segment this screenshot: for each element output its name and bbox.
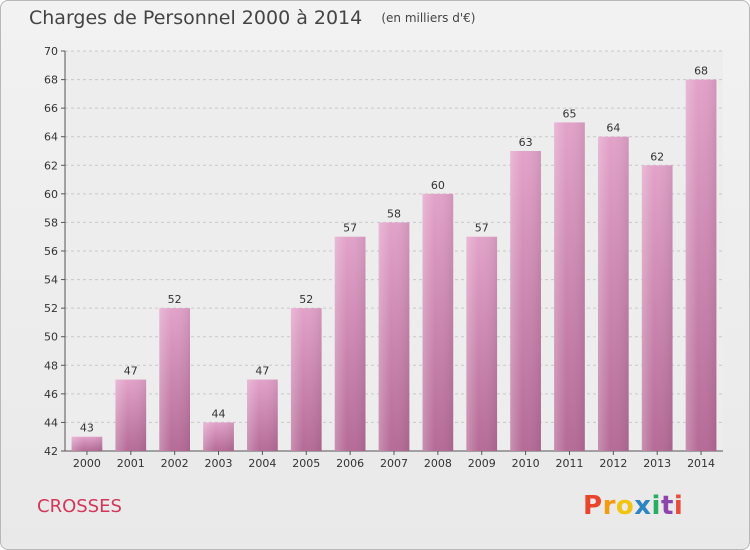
bar-shading xyxy=(685,79,717,452)
x-tick-label: 2014 xyxy=(687,457,715,470)
proxiti-logo: Proxiti xyxy=(583,491,683,521)
y-tick-label: 48 xyxy=(44,359,58,372)
bar-shading xyxy=(203,422,234,451)
data-label: 52 xyxy=(299,293,313,306)
x-tick-label: 2007 xyxy=(380,457,408,470)
y-tick-label: 62 xyxy=(44,159,58,172)
y-tick-label: 64 xyxy=(44,131,58,144)
data-label: 64 xyxy=(606,122,620,135)
logo-letter: i xyxy=(673,491,684,521)
data-label: 65 xyxy=(562,107,576,120)
y-tick-label: 42 xyxy=(44,445,58,458)
y-tick-label: 68 xyxy=(44,74,58,87)
data-label: 62 xyxy=(650,150,664,163)
y-tick-label: 54 xyxy=(44,274,58,287)
logo-letter: i xyxy=(651,491,661,521)
data-label: 60 xyxy=(431,179,445,192)
x-tick-label: 2000 xyxy=(73,457,101,470)
x-tick-label: 2003 xyxy=(205,457,233,470)
data-label: 58 xyxy=(387,207,401,220)
bar-shading xyxy=(641,165,673,452)
bar-shading xyxy=(597,136,629,451)
data-label: 43 xyxy=(80,422,94,435)
x-tick-label: 2010 xyxy=(512,457,540,470)
x-tick-label: 2005 xyxy=(292,457,320,470)
bar-shading xyxy=(290,308,322,451)
x-tick-label: 2002 xyxy=(161,457,189,470)
bar-shading xyxy=(466,236,498,451)
logo-letter: x xyxy=(634,491,652,521)
bar-shading xyxy=(334,236,366,451)
x-tick-label: 2012 xyxy=(599,457,627,470)
y-tick-label: 52 xyxy=(44,302,58,315)
logo-letter: r xyxy=(602,491,616,521)
x-tick-label: 2009 xyxy=(468,457,496,470)
data-label: 47 xyxy=(124,365,138,378)
y-tick-label: 70 xyxy=(44,45,58,58)
x-tick-label: 2006 xyxy=(336,457,364,470)
bar-shading xyxy=(247,379,278,451)
bar-shading xyxy=(115,379,147,451)
bar-shading xyxy=(71,436,103,451)
y-tick-label: 66 xyxy=(44,102,58,115)
x-tick-label: 2001 xyxy=(117,457,145,470)
x-tick-label: 2004 xyxy=(248,457,276,470)
y-tick-label: 44 xyxy=(44,416,58,429)
logo-letter: o xyxy=(615,491,635,521)
data-label: 44 xyxy=(212,407,226,420)
bar-shading xyxy=(159,308,191,451)
y-tick-label: 58 xyxy=(44,216,58,229)
chart-subtitle: (en milliers d'€) xyxy=(381,11,476,25)
bar-shading xyxy=(554,122,585,451)
chart-title-block: Charges de Personnel 2000 à 2014 (en mil… xyxy=(29,7,475,29)
x-tick-label: 2013 xyxy=(643,457,671,470)
bar-shading xyxy=(510,151,541,451)
data-label: 57 xyxy=(475,222,489,235)
y-tick-label: 50 xyxy=(44,331,58,344)
logo-letter: P xyxy=(583,491,603,521)
data-label: 63 xyxy=(519,136,533,149)
bar-shading xyxy=(378,222,410,451)
chart-title: Charges de Personnel 2000 à 2014 xyxy=(29,7,363,29)
data-label: 52 xyxy=(168,293,182,306)
x-tick-label: 2011 xyxy=(555,457,583,470)
x-tick-label: 2008 xyxy=(424,457,452,470)
y-tick-label: 60 xyxy=(44,188,58,201)
bar-shading xyxy=(422,193,454,451)
data-label: 68 xyxy=(694,65,708,78)
y-tick-label: 46 xyxy=(44,388,58,401)
y-tick-label: 56 xyxy=(44,245,58,258)
data-label: 47 xyxy=(255,365,269,378)
commune-name: CROSSES xyxy=(37,496,122,517)
logo-letter: t xyxy=(660,491,674,521)
data-label: 57 xyxy=(343,222,357,235)
